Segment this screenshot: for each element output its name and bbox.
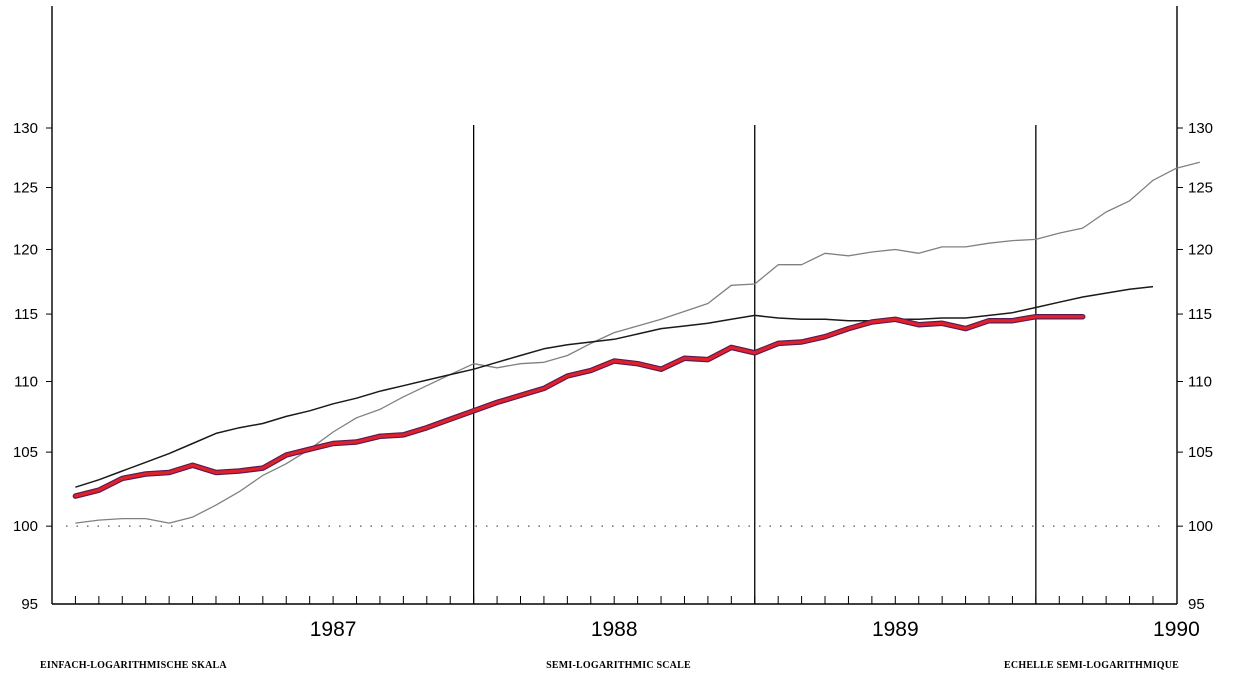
series-0-line <box>75 161 1200 524</box>
labels-layer: 95 95 100 100 105 105 110 110 115 115 120 120 125 125… <box>13 120 1213 641</box>
y-tick-label-left: 105 <box>13 444 38 461</box>
y-tick-label-right: 125 <box>1188 180 1213 197</box>
footer-label-english: SEMI-LOGARITHMIC SCALE <box>546 660 691 671</box>
y-tick-label-right: 105 <box>1188 444 1213 461</box>
series-layer <box>72 161 1200 524</box>
y-tick-label-left: 130 <box>13 120 38 137</box>
axes <box>46 6 1183 605</box>
y-tick-label-left: 110 <box>14 374 38 391</box>
y-tick-label-left: 125 <box>13 180 38 197</box>
x-year-label: 1987 <box>310 618 357 641</box>
y-tick-label-right: 120 <box>1188 241 1213 258</box>
y-tick-label-left: 100 <box>13 518 38 535</box>
y-tick-label-left: 120 <box>13 241 38 258</box>
y-tick-label-right: 95 <box>1188 596 1205 613</box>
y-tick-label-right: 100 <box>1188 518 1213 535</box>
footer-label-french: ECHELLE SEMI-LOGARITHMIQUE <box>1004 660 1179 671</box>
series-2-line <box>73 315 1085 498</box>
x-year-label: 1989 <box>872 618 919 641</box>
y-tick-label-right: 115 <box>1188 306 1212 323</box>
series-1-line <box>75 285 1154 488</box>
y-tick-label-left: 95 <box>21 596 38 613</box>
y-tick-label-right: 110 <box>1188 374 1212 391</box>
footer-label-german: EINFACH-LOGARITHMISCHE SKALA <box>40 660 227 671</box>
x-year-label: 1988 <box>591 618 638 641</box>
x-year-label: 1990 <box>1153 618 1200 641</box>
y-tick-label-right: 130 <box>1188 120 1213 137</box>
y-tick-label-left: 115 <box>14 306 38 323</box>
